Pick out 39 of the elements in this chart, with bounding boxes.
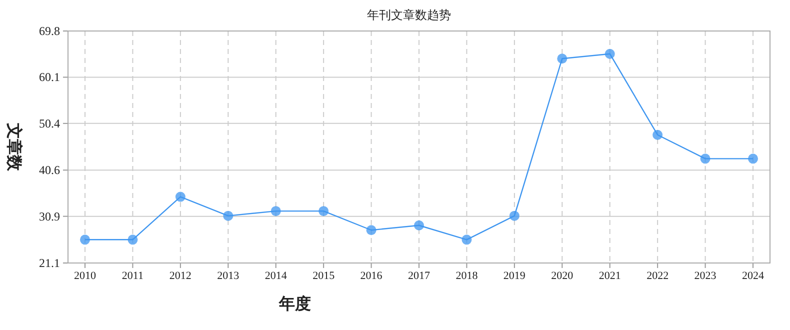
x-tick-label: 2018: [456, 270, 478, 282]
x-tick-label: 2021: [598, 270, 621, 282]
x-tick-label: 2017: [408, 270, 430, 282]
y-tick-label: 69.8: [39, 24, 60, 38]
point: [748, 154, 758, 164]
point: [366, 225, 376, 236]
x-tick-label: 2015: [312, 270, 336, 282]
x-tick-label: 2010: [74, 270, 96, 282]
x-tick-label: 2023: [694, 270, 717, 282]
x-tick-label: 2020: [551, 270, 574, 282]
point: [318, 206, 329, 216]
x-tick-label: 2012: [169, 270, 192, 282]
x-tick-label: 2019: [503, 270, 526, 282]
y-axis-title: 文章数: [5, 122, 23, 172]
x-tick-label: 2013: [217, 270, 240, 282]
point: [509, 210, 520, 221]
point: [557, 54, 568, 64]
point: [414, 220, 424, 230]
x-tick-label: 2016: [360, 270, 383, 282]
x-tick-label: 2022: [646, 270, 669, 282]
point: [462, 234, 472, 245]
y-tick-label: 21.1: [39, 256, 60, 270]
point: [700, 154, 710, 164]
point: [175, 192, 186, 202]
x-axis-title: 年度: [278, 294, 311, 313]
chart-title: 年刊文章数趋势: [367, 8, 451, 22]
point: [604, 48, 615, 59]
y-tick-label: 40.6: [39, 163, 60, 178]
point: [80, 234, 90, 245]
x-tick-label: 2011: [122, 270, 144, 282]
point: [270, 206, 281, 216]
y-tick-label: 60.1: [39, 70, 60, 84]
x-tick-label: 2024: [742, 270, 764, 282]
y-tick-label: 30.9: [39, 209, 60, 224]
point: [223, 210, 234, 221]
x-tick-label: 2014: [264, 270, 288, 282]
point: [652, 130, 663, 140]
point: [128, 234, 138, 245]
y-tick-label: 50.4: [39, 116, 60, 130]
